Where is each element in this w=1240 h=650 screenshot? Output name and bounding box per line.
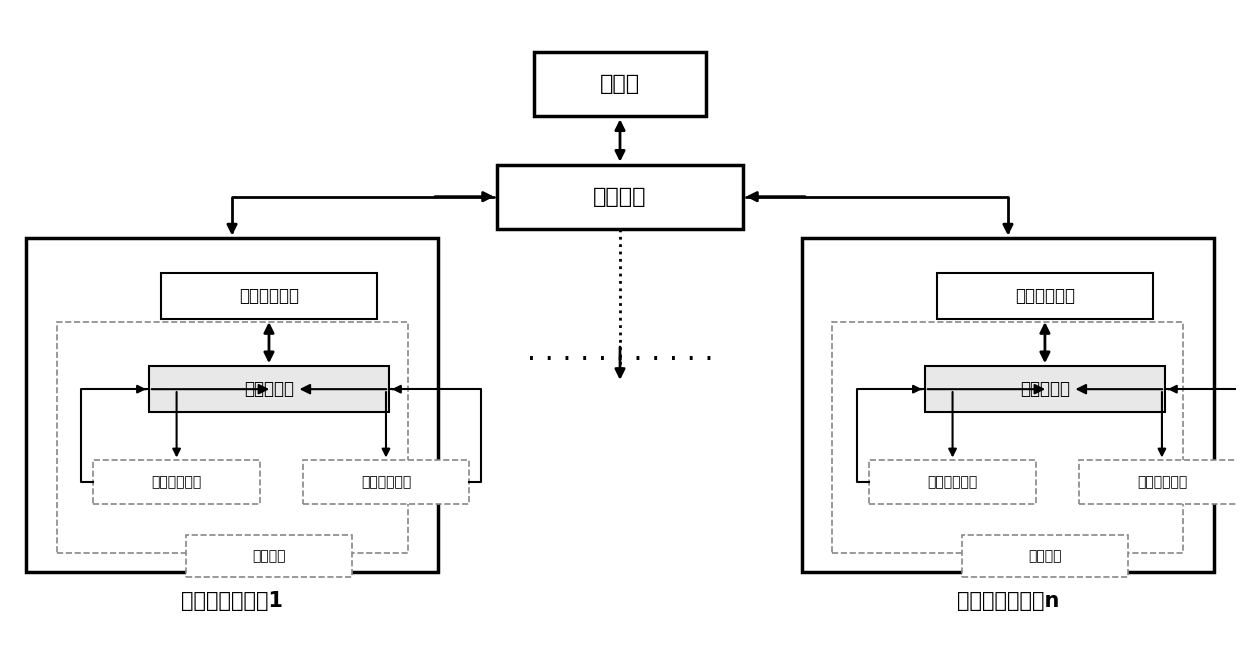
FancyBboxPatch shape	[26, 239, 438, 572]
FancyBboxPatch shape	[1079, 460, 1240, 504]
Text: 加速度传感器: 加速度传感器	[151, 475, 202, 489]
FancyBboxPatch shape	[149, 366, 389, 412]
Text: 加速度传感器: 加速度传感器	[928, 475, 977, 489]
Text: 无线收发模块: 无线收发模块	[1014, 287, 1075, 305]
Text: 微型控制器: 微型控制器	[1021, 380, 1070, 398]
FancyBboxPatch shape	[925, 366, 1166, 412]
Text: · · · · · · · · · · ·: · · · · · · · · · · ·	[527, 346, 713, 374]
FancyBboxPatch shape	[497, 164, 743, 229]
Text: 加速度测量模块1: 加速度测量模块1	[181, 592, 283, 611]
Text: 加速度测量模块n: 加速度测量模块n	[957, 592, 1059, 611]
Text: 无线网关: 无线网关	[593, 187, 647, 207]
FancyBboxPatch shape	[962, 535, 1128, 577]
Text: 上位机: 上位机	[600, 74, 640, 94]
FancyBboxPatch shape	[869, 460, 1035, 504]
Text: 无线收发模块: 无线收发模块	[239, 287, 299, 305]
FancyBboxPatch shape	[937, 273, 1153, 319]
Text: 陀螺仪传感器: 陀螺仪传感器	[361, 475, 412, 489]
FancyBboxPatch shape	[186, 535, 352, 577]
FancyBboxPatch shape	[533, 52, 707, 116]
FancyBboxPatch shape	[161, 273, 377, 319]
Text: 微型控制器: 微型控制器	[244, 380, 294, 398]
Text: 电源模块: 电源模块	[252, 549, 285, 563]
Text: 陀螺仪传感器: 陀螺仪传感器	[1137, 475, 1187, 489]
FancyBboxPatch shape	[93, 460, 259, 504]
FancyBboxPatch shape	[802, 239, 1214, 572]
Text: 电源模块: 电源模块	[1028, 549, 1061, 563]
FancyBboxPatch shape	[303, 460, 469, 504]
